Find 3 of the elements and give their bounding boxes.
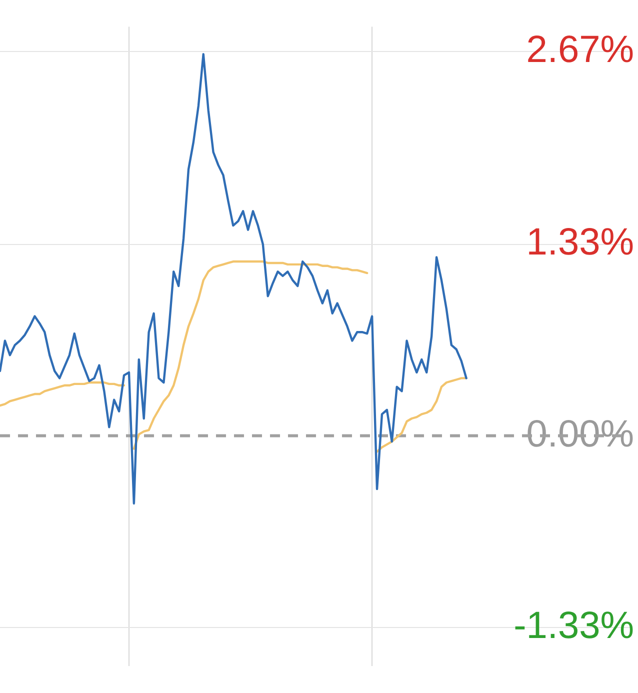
y-tick-label: -1.33%	[514, 604, 634, 647]
y-tick-label: 1.33%	[526, 222, 634, 264]
y-tick-label: 2.67%	[526, 28, 634, 71]
